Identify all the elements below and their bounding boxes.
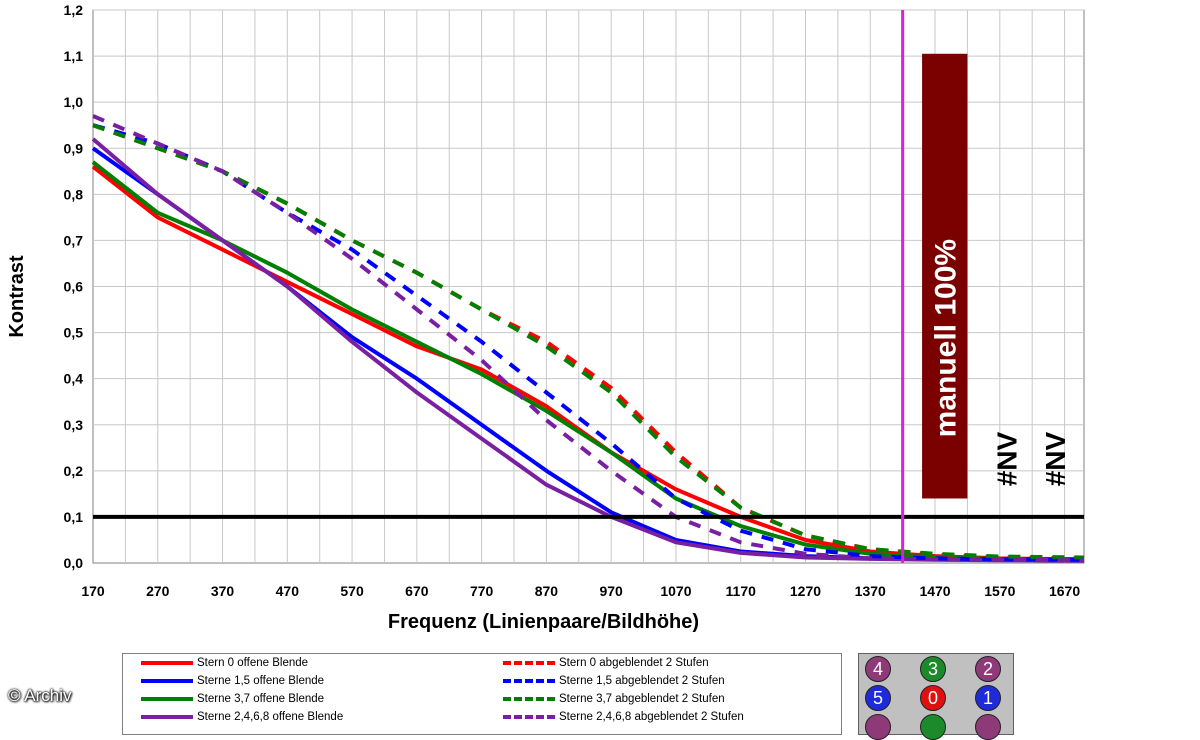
legend-label: Sterne 3,7 offene Blende	[197, 693, 325, 705]
x-tick-label: 1370	[855, 583, 886, 599]
y-tick-label: 0,0	[64, 555, 84, 571]
legend-swatch	[503, 715, 555, 719]
x-tick-label: 1170	[726, 583, 757, 599]
legend-item: Sterne 2,4,6,8 abgeblendet 2 Stufen	[503, 708, 744, 726]
legend-label: Sterne 2,4,6,8 offene Blende	[197, 711, 344, 723]
x-tick-label: 470	[276, 583, 300, 599]
legend-item: Stern 0 offene Blende	[141, 654, 308, 672]
sensor-position-dot	[865, 714, 891, 740]
sensor-position-dot: 5	[865, 685, 891, 711]
y-tick-label: 1,0	[64, 94, 84, 110]
sensor-position-dot: 1	[975, 685, 1001, 711]
x-tick-label: 1270	[790, 583, 821, 599]
x-tick-label: 1470	[919, 583, 950, 599]
legend-item: Sterne 3,7 offene Blende	[141, 690, 324, 708]
y-tick-label: 0,6	[64, 279, 84, 295]
y-tick-label: 0,4	[64, 371, 84, 387]
legend-swatch	[503, 697, 555, 701]
x-tick-label: 570	[340, 583, 364, 599]
x-axis-title: Frequenz (Linienpaare/Bildhöhe)	[388, 611, 699, 633]
legend-swatch	[141, 661, 193, 665]
legend-label: Sterne 1,5 abgeblendet 2 Stufen	[559, 675, 725, 687]
y-tick-label: 0,9	[64, 140, 84, 156]
legend-label: Sterne 3,7 abgeblendet 2 Stufen	[559, 693, 725, 705]
x-tick-label: 370	[211, 583, 235, 599]
series-line	[92, 114, 1085, 563]
y-axis-title: Kontrast	[6, 255, 28, 338]
legend-label: Stern 0 abgeblendet 2 Stufen	[559, 657, 709, 669]
x-tick-label: 1070	[660, 583, 691, 599]
legend-swatch	[141, 679, 193, 683]
y-tick-label: 0,5	[64, 325, 84, 341]
legend-item: Sterne 1,5 abgeblendet 2 Stufen	[503, 672, 725, 690]
legend-swatch	[503, 661, 555, 665]
legend-label: Sterne 2,4,6,8 abgeblendet 2 Stufen	[559, 711, 744, 723]
x-tick-label: 1570	[984, 583, 1015, 599]
y-tick-label: 1,1	[64, 48, 84, 64]
legend-label: Stern 0 offene Blende	[197, 657, 309, 669]
legend-item: Sterne 1,5 offene Blende	[141, 672, 324, 690]
image-credit: © Archiv	[8, 686, 72, 705]
legend-label: Sterne 1,5 offene Blende	[197, 675, 325, 687]
mtf-chart: 0,0 0,1 0,2 0,3 0,4 0,5 0,6 0,7 0,8 0,9 1,0 1,1 1,2 1…	[6, 2, 1085, 633]
y-tick-label: 0,7	[64, 232, 84, 248]
sensor-position-dot	[975, 714, 1001, 740]
sensor-position-dot: 0	[920, 685, 946, 711]
sensor-position-map: 4 3 2 5 0 1	[858, 653, 1014, 740]
y-tick-label: 0,3	[64, 417, 84, 433]
legend-item: Sterne 2,4,6,8 offene Blende	[141, 708, 343, 726]
legend-swatch	[141, 715, 193, 719]
sensor-position-dot: 2	[975, 656, 1001, 682]
x-tick-label: 870	[535, 583, 559, 599]
x-tick-label: 1670	[1049, 583, 1080, 599]
y-tick-label: 1,2	[64, 2, 84, 18]
sensor-position-dot: 3	[920, 656, 946, 682]
x-tick-label: 670	[405, 583, 429, 599]
y-tick-label: 0,8	[64, 186, 84, 202]
sensor-position-dot	[920, 714, 946, 740]
chart-legend: Stern 0 offene Blende Sterne 1,5 offene B…	[122, 653, 842, 735]
sensor-position-dot: 4	[865, 656, 891, 682]
manual-bar	[922, 53, 968, 499]
x-tick-label: 270	[146, 583, 170, 599]
legend-swatch	[503, 679, 555, 683]
nv-annotation: #NV	[991, 431, 1022, 486]
x-tick-label: 170	[81, 583, 105, 599]
legend-item: Sterne 3,7 abgeblendet 2 Stufen	[503, 690, 725, 708]
y-tick-label: 0,2	[64, 463, 84, 479]
bar-label: manuell 100%	[930, 239, 963, 437]
y-tick-label: 0,1	[64, 509, 84, 525]
legend-item: Stern 0 abgeblendet 2 Stufen	[503, 654, 709, 672]
x-tick-label: 770	[470, 583, 494, 599]
legend-swatch	[141, 697, 193, 701]
nv-annotation: #NV	[1040, 431, 1071, 486]
x-tick-label: 970	[599, 583, 623, 599]
